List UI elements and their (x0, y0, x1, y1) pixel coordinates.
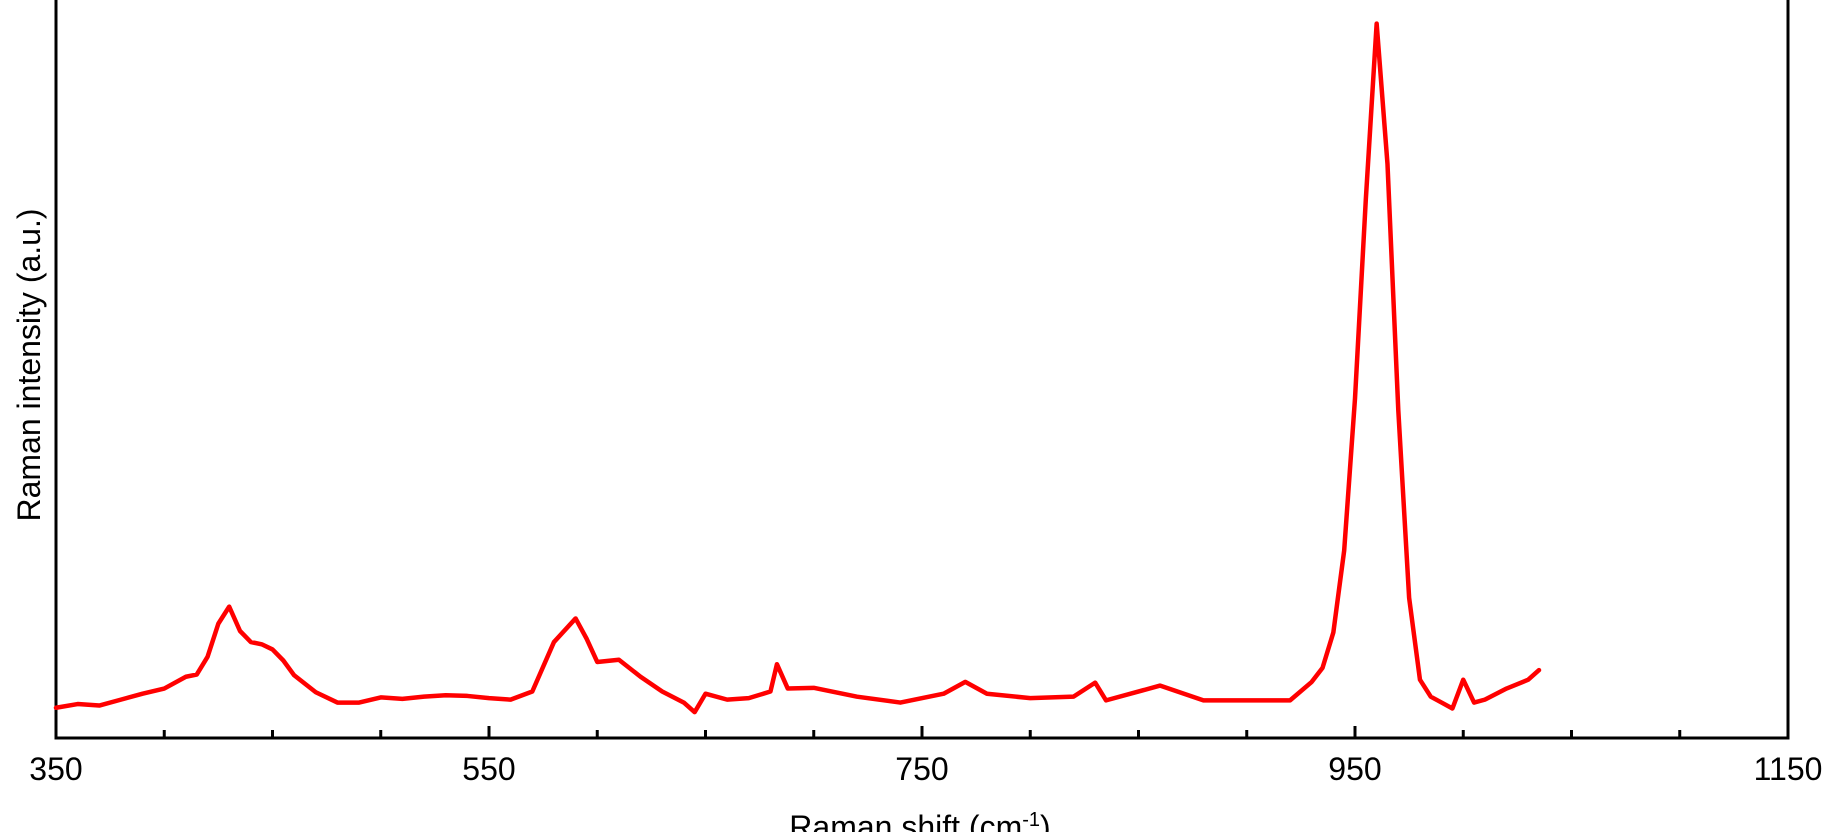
x-tick-label: 1150 (1754, 751, 1823, 787)
x-label-text: Raman shift (cm (789, 809, 1022, 832)
x-axis-label: Raman shift (cm-1) (789, 809, 1050, 832)
data-line (53, 21, 1542, 715)
x-tick-label: 350 (29, 751, 82, 787)
x-tick-label: 950 (1328, 751, 1381, 787)
x-tick-label: 750 (895, 751, 948, 787)
y-axis-label: Raman intensity (a.u.) (11, 208, 47, 521)
x-tick-label: 550 (462, 751, 515, 787)
x-label-superscript: -1 (1022, 809, 1040, 831)
x-label-suffix: ) (1040, 809, 1051, 832)
